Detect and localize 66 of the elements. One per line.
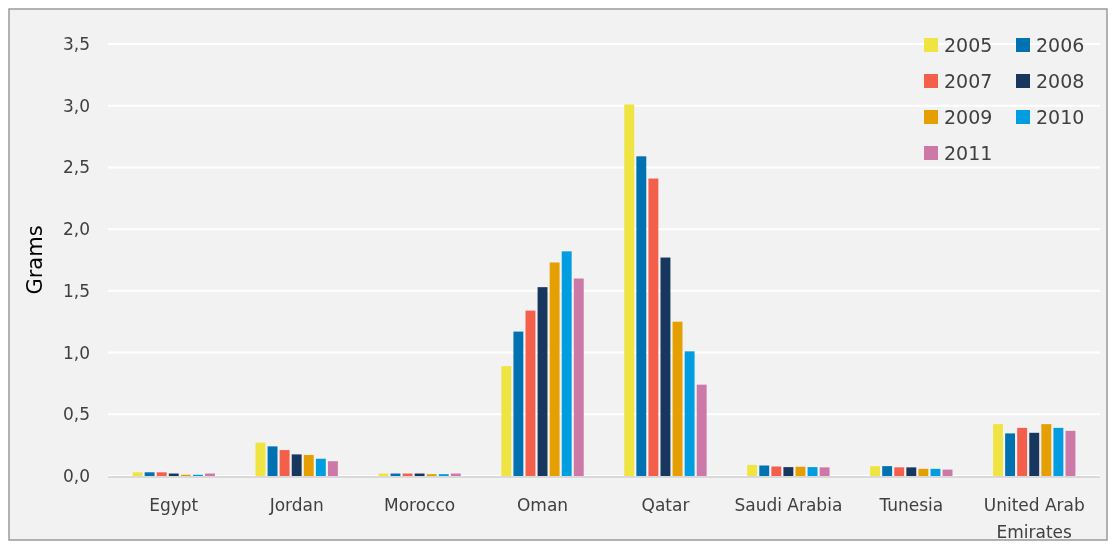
bar <box>513 331 524 476</box>
y-tick-label: 3,0 <box>62 95 90 116</box>
legend-label: 2011 <box>944 141 993 164</box>
bar <box>549 262 560 476</box>
x-tick-label: Jordan <box>268 495 324 515</box>
bar <box>525 310 536 476</box>
x-tick-label: Egypt <box>149 495 199 515</box>
bar <box>747 464 758 476</box>
bar <box>771 466 782 476</box>
bar <box>696 384 707 476</box>
bar <box>156 472 167 476</box>
bar <box>501 366 512 476</box>
bar <box>279 450 290 476</box>
bar <box>1041 424 1052 476</box>
bar <box>573 278 584 476</box>
legend-label: 2006 <box>1036 33 1085 56</box>
x-tick-label: Oman <box>516 495 569 515</box>
legend-label: 2008 <box>1036 69 1085 92</box>
y-tick-label: 1,0 <box>62 342 90 363</box>
bar <box>993 424 1003 476</box>
bar <box>561 251 572 476</box>
bar <box>1053 427 1064 476</box>
y-tick-label: 1,5 <box>62 280 90 301</box>
bar <box>783 467 794 476</box>
legend-label: 2007 <box>944 69 993 92</box>
legend-label: 2009 <box>944 105 993 128</box>
x-tick-label: Tunesia <box>878 495 944 515</box>
bar <box>303 455 314 476</box>
bar <box>267 446 278 476</box>
bar <box>894 467 905 476</box>
bar <box>327 461 338 476</box>
bar <box>918 468 929 476</box>
bar <box>255 442 266 476</box>
bar <box>144 472 155 476</box>
y-tick-label: 3,5 <box>62 33 90 54</box>
bar <box>291 454 302 476</box>
bar <box>660 257 671 476</box>
bar <box>819 467 830 476</box>
bar <box>807 467 818 476</box>
y-tick-label: 2,0 <box>62 219 90 240</box>
bar <box>870 466 881 476</box>
bar <box>537 287 548 476</box>
x-tick-label: United Arab Emirates <box>983 495 1085 542</box>
bar <box>1005 433 1016 476</box>
y-axis-title: Grams <box>23 225 47 295</box>
bar <box>132 472 143 476</box>
bar <box>315 458 326 476</box>
x-tick-label: Saudi Arabia <box>734 495 843 515</box>
y-tick-label: 2,5 <box>62 157 90 178</box>
y-tick-label: 0,0 <box>62 465 90 486</box>
bar <box>759 465 770 476</box>
bar <box>882 466 893 476</box>
bar <box>672 321 683 476</box>
bar <box>684 351 695 476</box>
bar <box>906 467 917 476</box>
bar <box>1029 432 1040 476</box>
legend-label: 2005 <box>944 33 993 56</box>
bar <box>648 178 659 476</box>
bar <box>624 104 635 476</box>
legend-label: 2010 <box>1036 105 1085 128</box>
bar <box>1065 430 1076 476</box>
bar <box>636 156 647 476</box>
bar <box>1017 427 1028 476</box>
x-tick-label: Qatar <box>641 495 690 515</box>
x-tick-label: Morocco <box>384 495 456 515</box>
y-tick-label: 0,5 <box>62 404 90 425</box>
